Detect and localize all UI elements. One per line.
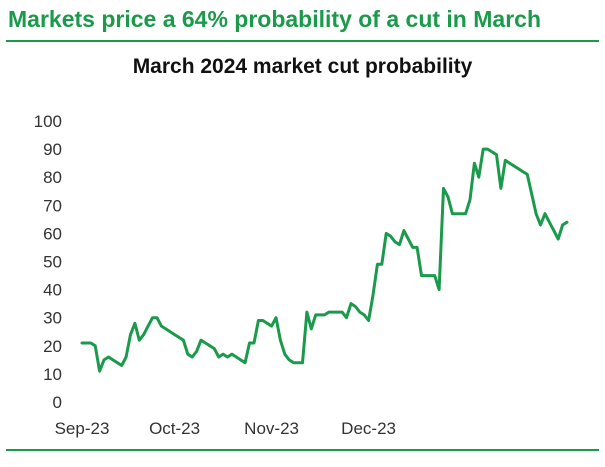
y-tick-label: 50 xyxy=(43,253,62,272)
y-tick-label: 40 xyxy=(43,281,62,300)
chart-title: March 2024 market cut probability xyxy=(132,55,473,78)
bottom-rule xyxy=(6,449,599,451)
y-tick-label: 0 xyxy=(53,393,62,412)
y-tick-label: 90 xyxy=(43,140,62,159)
y-tick-label: 10 xyxy=(43,365,62,384)
x-axis: Sep-23 Oct-23 Nov-23 Dec-23 xyxy=(55,419,396,438)
x-tick-label: Oct-23 xyxy=(149,419,200,438)
x-tick-label: Sep-23 xyxy=(55,419,110,438)
headline: Markets price a 64% probability of a cut… xyxy=(8,6,541,32)
y-tick-label: 20 xyxy=(43,337,62,356)
series-group xyxy=(80,147,569,373)
y-tick-label: 70 xyxy=(43,196,62,215)
x-tick-label: Dec-23 xyxy=(341,419,396,438)
series-line xyxy=(80,147,569,373)
top-rule xyxy=(6,40,599,42)
y-tick-label: 100 xyxy=(34,112,62,131)
x-tick-label: Nov-23 xyxy=(244,419,299,438)
y-tick-label: 80 xyxy=(43,168,62,187)
y-axis: 0 10 20 30 40 50 60 70 80 90 100 xyxy=(34,112,62,412)
y-tick-label: 60 xyxy=(43,224,62,243)
y-tick-label: 30 xyxy=(43,309,62,328)
